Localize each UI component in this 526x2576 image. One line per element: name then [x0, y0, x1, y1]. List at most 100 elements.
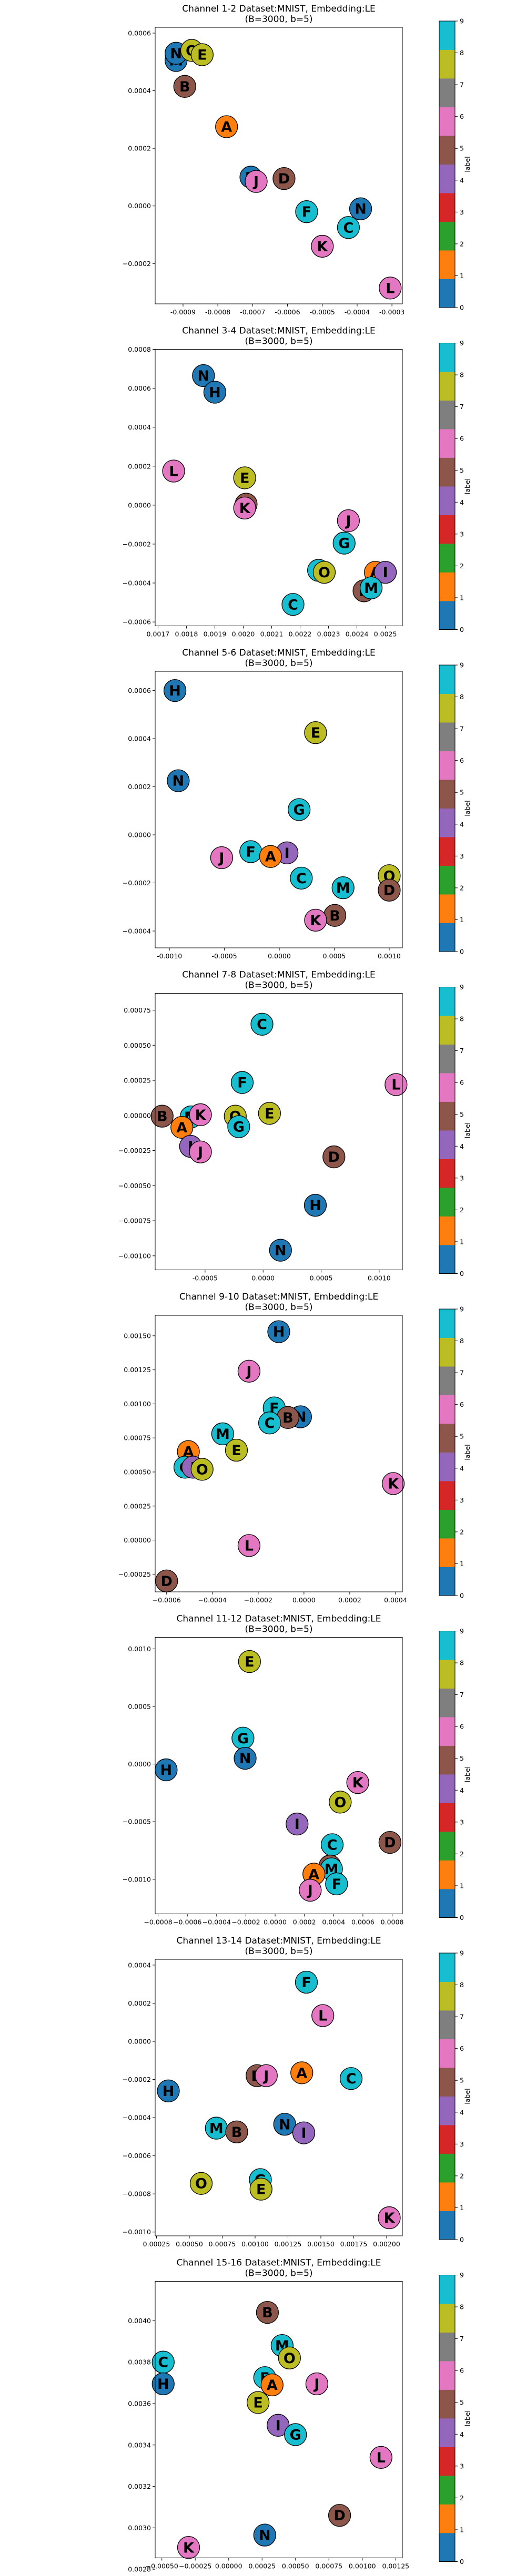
- data-point: [211, 1422, 235, 1446]
- data-point-label: J: [252, 174, 259, 190]
- colorbar-tick-label: 0: [460, 1592, 464, 1600]
- data-point-label: N: [239, 1751, 251, 1767]
- data-point-label: H: [209, 384, 221, 401]
- colorbar-tick-label: 1: [460, 1238, 464, 1245]
- data-point: [295, 1970, 318, 1994]
- data-point-label: D: [278, 171, 290, 187]
- colorbar-segment: [439, 193, 455, 222]
- colorbar-segment: [439, 457, 455, 487]
- data-point: [281, 593, 305, 616]
- chart-title: Channel 9-10 Dataset:MNIST, Embedding:LE: [179, 1292, 378, 1302]
- data-point: [203, 381, 227, 404]
- colorbar-segment: [439, 2153, 455, 2183]
- data-point: [190, 43, 214, 66]
- data-point-label: C: [158, 2355, 168, 2371]
- colorbar-tick-label: 3: [460, 2462, 464, 2470]
- colorbar-label: label: [463, 156, 471, 172]
- colorbar-segment: [439, 1016, 455, 1045]
- x-tick-label: 0.00175: [340, 2240, 368, 2248]
- data-point-label: L: [391, 1077, 400, 1093]
- colorbar-tick-label: 3: [460, 1496, 464, 1504]
- y-tick-label: −0.0002: [123, 879, 151, 887]
- chart-title: Channel 13-14 Dataset:MNIST, Embedding:L…: [176, 1936, 381, 1946]
- colorbar-segment: [439, 2332, 455, 2362]
- chart-title: Channel 3-4 Dataset:MNIST, Embedding:LE: [182, 326, 375, 336]
- data-point: [272, 167, 296, 190]
- colorbar-tick-label: 8: [460, 1337, 464, 1345]
- y-tick-label: 0.00000: [124, 1536, 151, 1544]
- data-point: [290, 2061, 313, 2084]
- chart-title: Channel 7-8 Dataset:MNIST, Embedding:LE: [182, 970, 375, 980]
- x-tick-label: 0.00000: [215, 2562, 242, 2570]
- colorbar-tick-label: 7: [460, 725, 464, 733]
- data-point: [246, 2391, 270, 2414]
- data-point: [162, 459, 185, 483]
- colorbar-tick-label: 0: [460, 1914, 464, 1921]
- x-tick-label: 0.0018: [175, 630, 198, 638]
- data-point: [337, 216, 360, 239]
- data-point: [295, 200, 318, 223]
- colorbar-tick-label: 0: [460, 626, 464, 633]
- chart-subtitle: (B=3000, b=5): [245, 14, 312, 25]
- y-tick-label: 0.00025: [124, 1502, 151, 1510]
- y-tick-label: 0.0002: [128, 145, 151, 152]
- data-point-label: L: [318, 2008, 327, 2025]
- colorbar-segment: [439, 601, 455, 630]
- x-tick-label: -0.0005: [211, 952, 237, 960]
- data-point: [163, 679, 187, 702]
- colorbar-tick-label: 6: [460, 2045, 464, 2052]
- colorbar-tick-label: 9: [460, 1627, 464, 1635]
- chart-subtitle: (B=3000, b=5): [245, 1624, 312, 1635]
- data-point-label: J: [245, 1364, 251, 1380]
- data-point-label: I: [276, 2418, 281, 2434]
- data-point: [273, 2113, 296, 2136]
- y-tick-label: 0.0000: [128, 831, 151, 839]
- colorbar-tick-label: 7: [460, 403, 464, 411]
- x-tick-label: 0.0019: [204, 630, 227, 638]
- data-point: [258, 1102, 281, 1125]
- colorbar-tick-label: 6: [460, 113, 464, 120]
- data-point: [177, 2536, 200, 2559]
- data-point: [167, 769, 190, 792]
- colorbar-tick-label: 0: [460, 948, 464, 956]
- y-tick-label: 0.0005: [128, 1703, 151, 1711]
- colorbar-tick-label: 2: [460, 1206, 464, 1214]
- colorbar-segment: [439, 164, 455, 193]
- x-tick-label: 0.0002: [338, 1596, 361, 1604]
- colorbar-segment: [439, 2275, 455, 2304]
- data-point: [170, 1116, 194, 1139]
- data-point-label: B: [157, 1109, 168, 1125]
- y-tick-label: −0.0010: [123, 2228, 151, 2236]
- colorbar-label: label: [463, 2410, 471, 2426]
- colorbar-segment: [439, 780, 455, 809]
- chart-panel-4: Channel 7-8 Dataset:MNIST, Embedding:LE(…: [118, 970, 471, 1282]
- y-tick-label: 0.00025: [124, 1077, 151, 1085]
- x-tick-label: -0.0003: [379, 308, 404, 316]
- data-point-label: K: [352, 1775, 364, 1791]
- colorbar-segment: [439, 49, 455, 79]
- colorbar-tick-label: 5: [460, 1754, 464, 1762]
- colorbar-tick-label: 5: [460, 466, 464, 474]
- x-tick-label: −0.0002: [244, 1596, 272, 1604]
- colorbar-tick-label: 7: [460, 1047, 464, 1055]
- x-tick-label: −0.0002: [231, 1918, 260, 1926]
- data-point: [225, 1438, 248, 1462]
- colorbar-tick-label: 1: [460, 916, 464, 924]
- data-point-label: J: [313, 2376, 319, 2393]
- data-point-label: J: [262, 2068, 269, 2084]
- data-point: [189, 1140, 212, 1163]
- colorbar-segment: [439, 1188, 455, 1217]
- axes-frame: [155, 993, 403, 1270]
- colorbar-segment: [439, 544, 455, 573]
- data-point: [322, 1145, 346, 1169]
- data-point: [255, 2064, 278, 2087]
- y-tick-label: 0.0040: [128, 2317, 151, 2325]
- data-point: [284, 2423, 307, 2446]
- x-tick-label: -0.0008: [205, 308, 230, 316]
- data-point: [250, 1013, 274, 1036]
- y-tick-label: −0.0004: [123, 2114, 151, 2122]
- x-tick-label: -0.0005: [193, 1274, 218, 1282]
- data-point: [192, 364, 215, 387]
- colorbar-frame: [439, 665, 456, 952]
- y-tick-label: −0.0004: [123, 927, 151, 935]
